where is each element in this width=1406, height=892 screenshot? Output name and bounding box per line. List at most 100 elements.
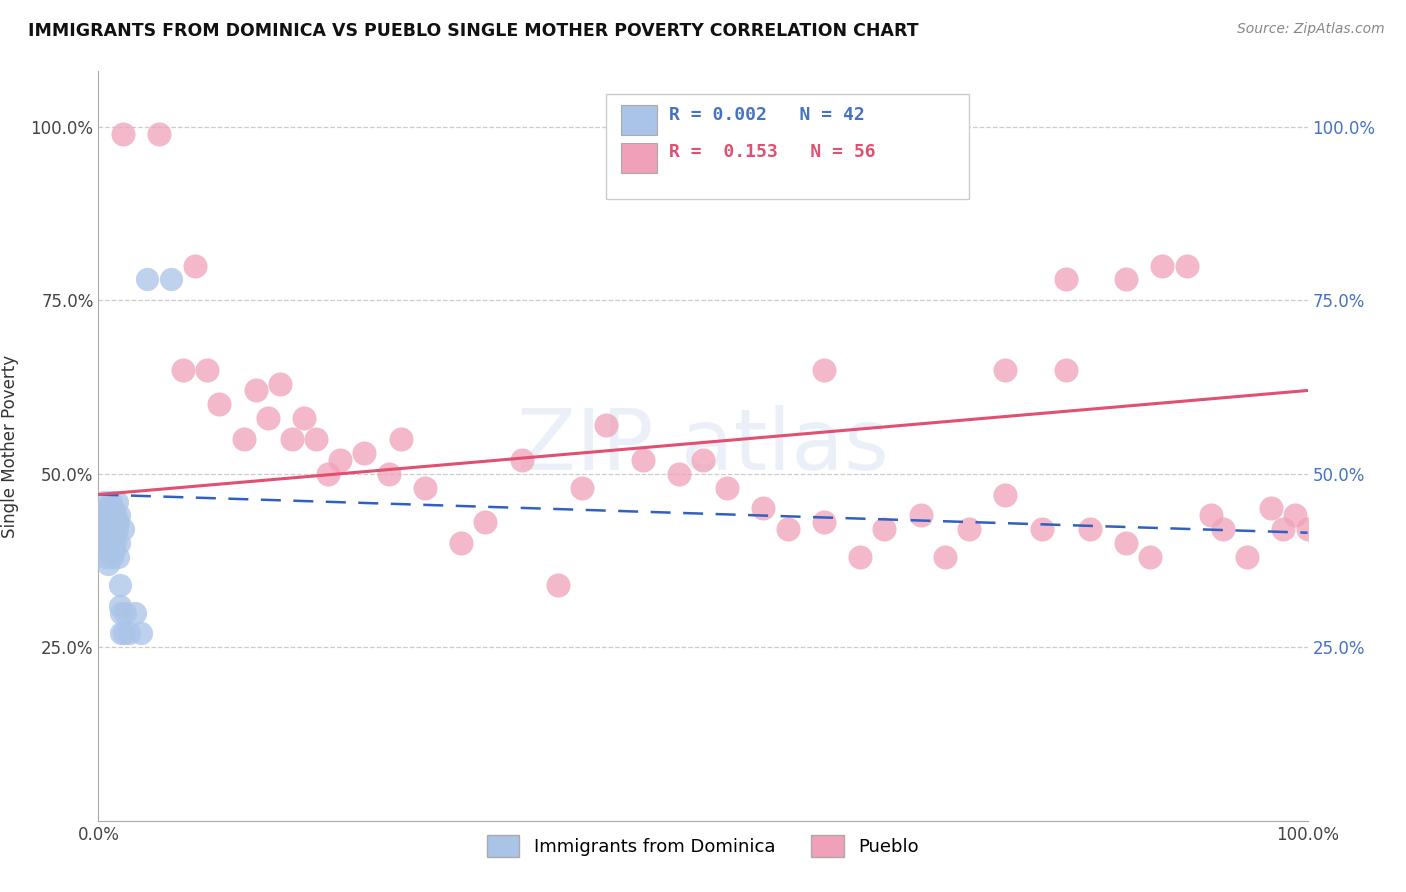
- Point: [160, 272, 183, 286]
- Point: [269, 376, 291, 391]
- Point: [108, 536, 131, 550]
- Point: [129, 626, 152, 640]
- Point: [1272, 522, 1295, 536]
- Point: [994, 362, 1017, 376]
- Point: [1054, 362, 1077, 376]
- Point: [547, 578, 569, 592]
- Point: [1054, 272, 1077, 286]
- Text: R =  0.153   N = 56: R = 0.153 N = 56: [669, 144, 876, 161]
- Point: [98, 508, 121, 523]
- Point: [413, 481, 436, 495]
- Point: [100, 494, 122, 508]
- Point: [571, 481, 593, 495]
- Point: [96, 501, 118, 516]
- Point: [124, 606, 146, 620]
- Point: [103, 543, 125, 558]
- Point: [91, 543, 114, 558]
- Point: [108, 508, 131, 523]
- Y-axis label: Single Mother Poverty: Single Mother Poverty: [1, 354, 20, 538]
- Point: [631, 453, 654, 467]
- Point: [97, 516, 120, 530]
- Point: [96, 529, 118, 543]
- Point: [1031, 522, 1053, 536]
- Point: [281, 432, 304, 446]
- Point: [104, 536, 127, 550]
- Point: [101, 501, 124, 516]
- Point: [110, 606, 132, 620]
- Point: [112, 626, 135, 640]
- Point: [148, 127, 170, 141]
- Point: [100, 522, 122, 536]
- Point: [108, 599, 131, 613]
- Point: [994, 487, 1017, 501]
- Point: [1139, 549, 1161, 564]
- Point: [305, 432, 328, 446]
- Point: [849, 549, 872, 564]
- Point: [135, 272, 157, 286]
- Point: [292, 411, 315, 425]
- Point: [97, 557, 120, 571]
- Point: [91, 516, 114, 530]
- Point: [316, 467, 339, 481]
- Point: [107, 549, 129, 564]
- Point: [934, 549, 956, 564]
- Point: [98, 536, 121, 550]
- Point: [1212, 522, 1234, 536]
- Point: [91, 529, 114, 543]
- Point: [813, 516, 835, 530]
- Point: [114, 606, 136, 620]
- Point: [813, 362, 835, 376]
- Point: [103, 516, 125, 530]
- Point: [184, 259, 207, 273]
- Point: [1284, 508, 1306, 523]
- FancyBboxPatch shape: [606, 94, 969, 199]
- Point: [94, 549, 117, 564]
- Point: [172, 362, 194, 376]
- Point: [105, 494, 128, 508]
- Point: [692, 453, 714, 467]
- Point: [450, 536, 472, 550]
- Point: [329, 453, 352, 467]
- Point: [1078, 522, 1101, 536]
- Point: [873, 522, 896, 536]
- FancyBboxPatch shape: [621, 143, 657, 172]
- Point: [111, 127, 134, 141]
- Point: [1152, 259, 1174, 273]
- Text: Source: ZipAtlas.com: Source: ZipAtlas.com: [1237, 22, 1385, 37]
- Point: [90, 508, 112, 523]
- Point: [232, 432, 254, 446]
- Point: [104, 508, 127, 523]
- Point: [100, 549, 122, 564]
- Point: [108, 578, 131, 592]
- Point: [474, 516, 496, 530]
- Point: [668, 467, 690, 481]
- Legend: Immigrants from Dominica, Pueblo: Immigrants from Dominica, Pueblo: [479, 828, 927, 864]
- Point: [208, 397, 231, 411]
- Point: [245, 384, 267, 398]
- Point: [118, 626, 141, 640]
- Point: [107, 516, 129, 530]
- Point: [377, 467, 399, 481]
- Point: [1115, 272, 1137, 286]
- Text: R = 0.002   N = 42: R = 0.002 N = 42: [669, 106, 865, 124]
- Point: [1199, 508, 1222, 523]
- Point: [256, 411, 278, 425]
- Point: [957, 522, 980, 536]
- Point: [195, 362, 218, 376]
- Point: [752, 501, 775, 516]
- Point: [353, 446, 375, 460]
- Point: [1236, 549, 1258, 564]
- Point: [93, 536, 115, 550]
- Point: [101, 529, 124, 543]
- Point: [94, 522, 117, 536]
- FancyBboxPatch shape: [621, 105, 657, 135]
- Point: [389, 432, 412, 446]
- Point: [910, 508, 932, 523]
- Point: [111, 522, 134, 536]
- Text: IMMIGRANTS FROM DOMINICA VS PUEBLO SINGLE MOTHER POVERTY CORRELATION CHART: IMMIGRANTS FROM DOMINICA VS PUEBLO SINGL…: [28, 22, 918, 40]
- Point: [1115, 536, 1137, 550]
- Point: [776, 522, 799, 536]
- Point: [110, 626, 132, 640]
- Point: [1296, 522, 1319, 536]
- Point: [100, 508, 122, 523]
